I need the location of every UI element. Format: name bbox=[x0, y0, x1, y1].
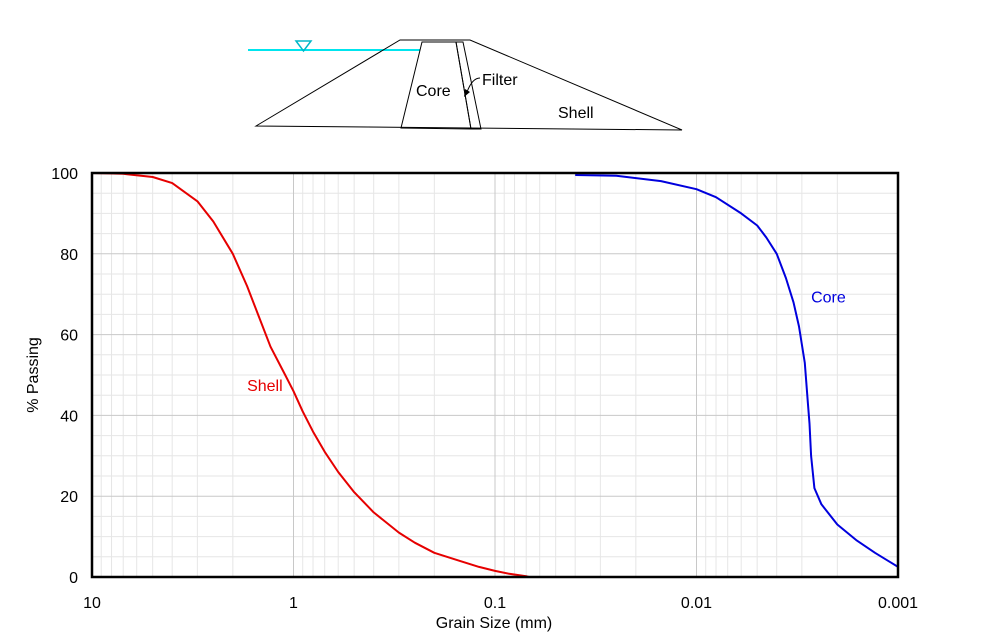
x-tick-label: 1 bbox=[289, 595, 298, 612]
shell-label: Shell bbox=[558, 105, 594, 122]
plot-frame bbox=[90, 171, 900, 579]
filter-pointer-arrowhead bbox=[464, 89, 470, 97]
x-tick-labels: 10 1 0.1 0.01 0.001 bbox=[83, 595, 918, 612]
y-tick-labels: 0 20 40 60 80 100 bbox=[51, 166, 78, 587]
dam-filter bbox=[455, 41, 482, 130]
dam-outline bbox=[254, 39, 683, 131]
core-curve bbox=[575, 174, 899, 568]
y-tick-label: 40 bbox=[60, 408, 78, 425]
y-tick-label: 80 bbox=[60, 247, 78, 264]
y-tick-label: 0 bbox=[69, 570, 78, 587]
filter-label: Filter bbox=[482, 72, 518, 89]
x-axis-label: Grain Size (mm) bbox=[436, 615, 552, 632]
y-tick-label: 20 bbox=[60, 489, 78, 506]
x-tick-label: 0.001 bbox=[878, 595, 918, 612]
shell-curve-label: Shell bbox=[247, 378, 283, 395]
core-label: Core bbox=[416, 83, 451, 100]
x-tick-label: 0.1 bbox=[484, 595, 506, 612]
water-level-symbol bbox=[294, 40, 313, 53]
series-group: Shell Core bbox=[91, 172, 899, 578]
x-tick-label: 10 bbox=[83, 595, 101, 612]
shell-curve bbox=[91, 172, 530, 578]
filter-pointer bbox=[466, 77, 481, 93]
x-tick-label: 0.01 bbox=[681, 595, 712, 612]
y-tick-label: 60 bbox=[60, 328, 78, 345]
y-axis-label: % Passing bbox=[25, 337, 42, 413]
dam-diagram: Core Filter Shell bbox=[248, 39, 683, 131]
y-tick-label: 100 bbox=[51, 166, 78, 183]
core-curve-label: Core bbox=[811, 289, 846, 306]
